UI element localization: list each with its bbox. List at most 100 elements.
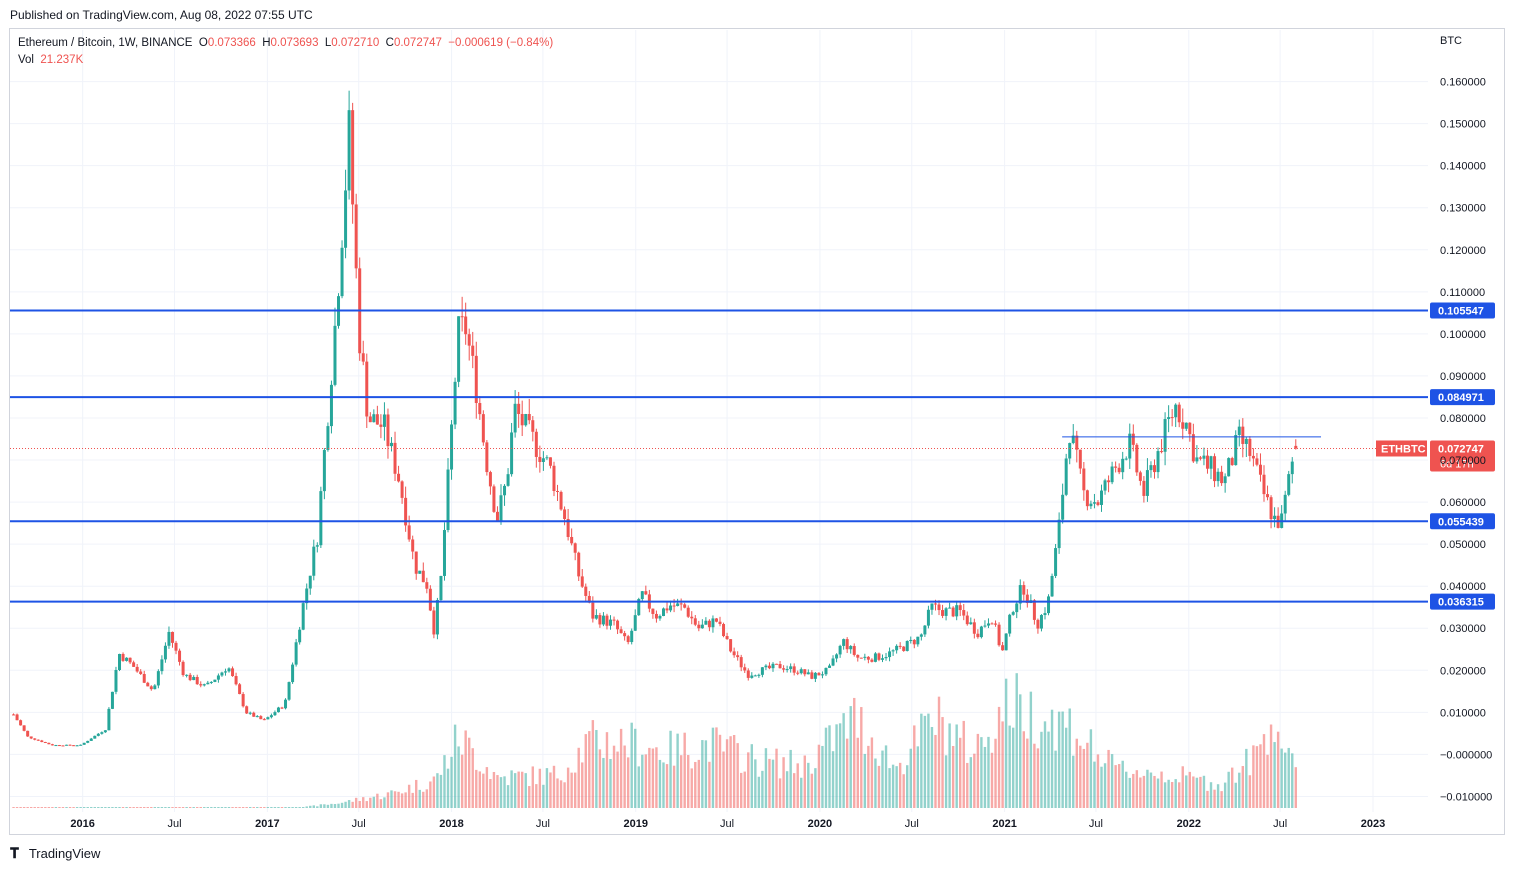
volume-bar	[383, 797, 386, 808]
candle-body	[301, 603, 305, 630]
volume-bar	[15, 807, 19, 808]
volume-bar	[1110, 754, 1114, 808]
volume-bar	[485, 767, 489, 808]
candle-body	[266, 717, 270, 720]
candle-body	[68, 744, 72, 746]
level-price-tag	[1430, 302, 1495, 319]
candle-body	[146, 682, 150, 687]
candle-body	[1054, 548, 1058, 576]
candle-body	[711, 618, 715, 628]
candle-body	[986, 623, 990, 626]
chart-frame[interactable]	[9, 28, 1505, 835]
volume-bar	[1259, 744, 1262, 808]
y-tick-label: 0.040000	[1440, 581, 1486, 593]
candle-body	[919, 634, 923, 637]
volume-bar	[513, 773, 517, 808]
candle-body	[990, 623, 994, 625]
candle-body	[315, 545, 319, 547]
volume-bar	[40, 807, 43, 808]
volume-bar	[1199, 776, 1202, 808]
candle-body	[54, 745, 58, 747]
volume-bar	[376, 793, 379, 808]
volume-bar	[959, 737, 962, 808]
volume-bar	[1223, 782, 1227, 808]
volume-bar	[277, 807, 280, 808]
candle-body	[386, 414, 390, 447]
volume-bar	[888, 768, 891, 808]
y-tick-label: 0.090000	[1440, 371, 1486, 383]
volume-bar	[1132, 773, 1135, 808]
candle-body	[305, 588, 309, 604]
volume-bar	[263, 807, 266, 808]
volume-bar	[82, 807, 86, 808]
candle-body	[563, 509, 567, 519]
volume-bar	[658, 759, 662, 808]
candle-body	[216, 675, 220, 680]
volume-bar	[591, 720, 595, 808]
volume-bar	[672, 765, 676, 808]
volume-bar	[750, 744, 754, 808]
legend-change: −0.000619 (−0.84%)	[448, 37, 554, 49]
volume-bar	[545, 768, 549, 808]
volume-bar	[354, 797, 358, 808]
candle-body	[541, 458, 545, 462]
y-tick-label: 0.060000	[1440, 497, 1486, 509]
level-price-label: 0.036315	[1438, 597, 1484, 609]
volume-bar	[838, 723, 842, 808]
volume-bar	[895, 766, 898, 808]
volume-bar	[273, 807, 277, 808]
legend-volume-value: 21.237K	[40, 54, 84, 66]
candle-body	[241, 694, 245, 707]
volume-bar	[446, 768, 450, 808]
volume-bar	[517, 771, 520, 808]
volume-bar	[559, 780, 563, 808]
candle-body	[1145, 470, 1149, 496]
candle-body	[665, 608, 669, 611]
candle-body	[1152, 465, 1156, 473]
volume-bar	[252, 807, 255, 808]
candle-body	[916, 636, 920, 645]
candle-body	[778, 664, 782, 669]
volume-bar	[891, 764, 895, 808]
candle-body	[1167, 417, 1171, 420]
candle-body	[294, 642, 298, 665]
candle-body	[1273, 515, 1277, 520]
volume-bar	[1266, 754, 1269, 808]
volume-bar	[1125, 771, 1128, 808]
volume-bar	[1209, 782, 1213, 808]
candle-body	[962, 610, 966, 616]
candle-body	[1163, 419, 1167, 452]
candle-body	[329, 384, 333, 427]
candle-body	[679, 603, 683, 605]
candle-body	[697, 624, 701, 629]
candle-body	[1064, 458, 1068, 495]
candle-body	[252, 712, 256, 717]
candle-body	[845, 639, 849, 650]
volume-bar	[662, 762, 665, 808]
volume-bar	[90, 807, 93, 808]
volume-bar	[415, 779, 418, 808]
volume-bar	[754, 759, 757, 808]
volume-bar	[259, 807, 262, 808]
candle-body	[972, 622, 976, 634]
footer-brand[interactable]: 𝐓 TradingView	[10, 845, 100, 862]
candle-body	[1230, 458, 1234, 466]
y-tick-label: 0.070000	[1440, 455, 1486, 467]
volume-bar	[284, 807, 287, 808]
candle-body	[79, 744, 83, 746]
volume-bar	[1029, 691, 1033, 808]
volume-bar	[782, 757, 785, 808]
volume-bar	[249, 807, 252, 808]
candle-body	[1092, 502, 1096, 504]
volume-bar	[227, 807, 231, 808]
volume-bar	[1185, 775, 1188, 808]
candle-body	[284, 699, 288, 709]
volume-bar	[1170, 782, 1174, 808]
volume-bar	[1082, 748, 1086, 808]
volume-bar	[966, 762, 969, 808]
candle-body	[100, 732, 104, 734]
candle-body	[789, 666, 793, 670]
candle-body	[573, 543, 577, 553]
candle-body	[792, 666, 796, 673]
